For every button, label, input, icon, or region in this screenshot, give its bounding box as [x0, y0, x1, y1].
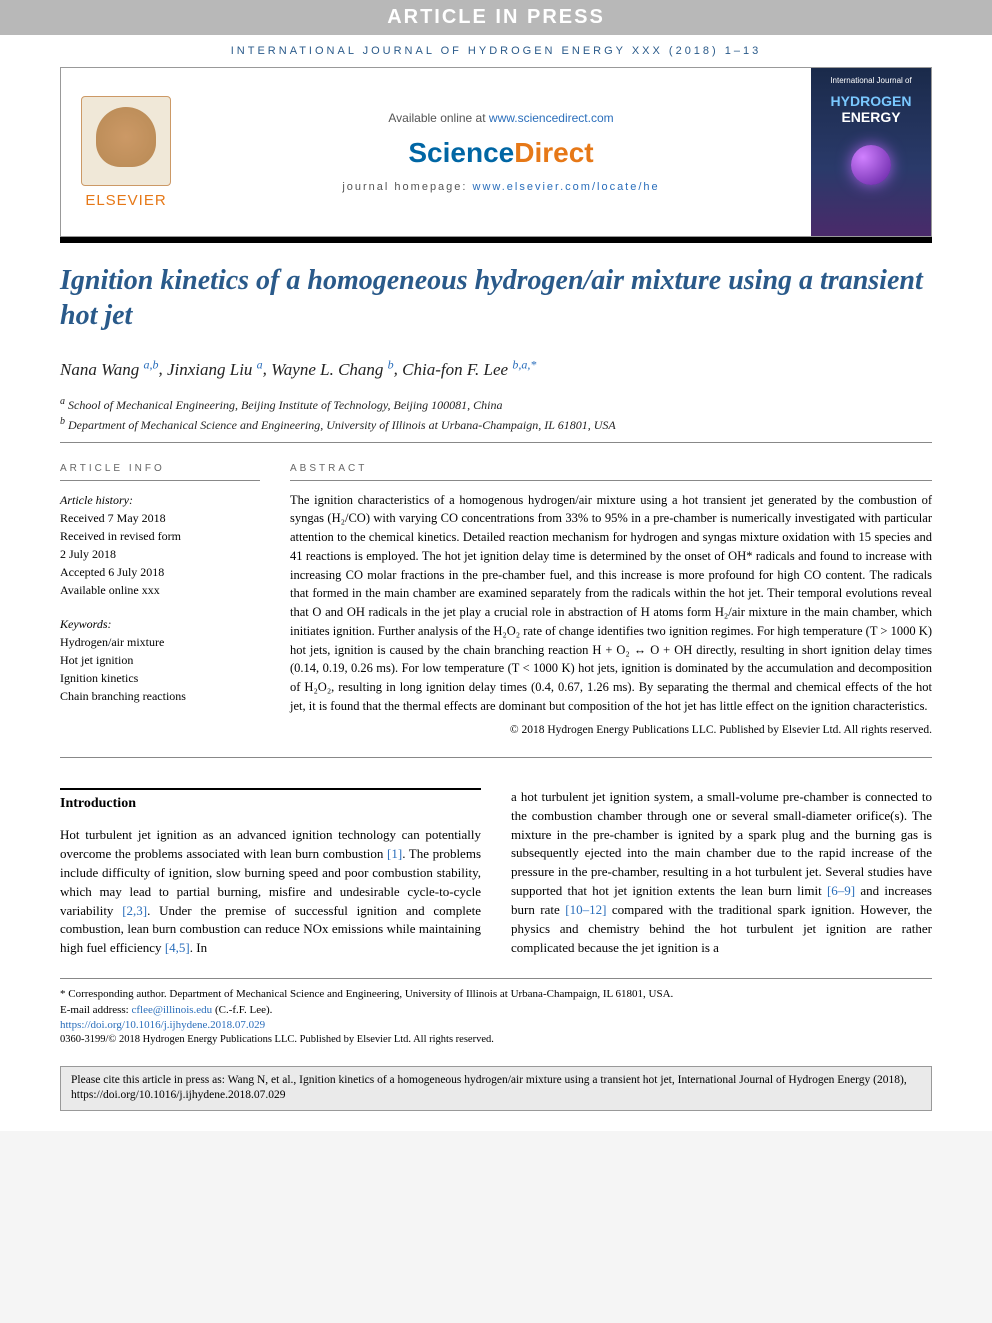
email-line: E-mail address: cflee@illinois.edu (C.-f… — [60, 1003, 932, 1018]
doi-link[interactable]: https://doi.org/10.1016/j.ijhydene.2018.… — [60, 1018, 932, 1033]
keywords-block: Keywords: Hydrogen/air mixture Hot jet i… — [60, 615, 260, 705]
article-info-header: ARTICLE INFO — [60, 461, 260, 481]
online-date: Available online xxx — [60, 581, 260, 599]
authors-line: Nana Wang a,b, Jinxiang Liu a, Wayne L. … — [60, 357, 932, 380]
author-aff: a — [257, 357, 263, 371]
affiliation-b: b Department of Mechanical Science and E… — [60, 414, 932, 434]
cover-top-title: International Journal of — [819, 76, 923, 85]
footer-note: * Corresponding author. Department of Me… — [60, 978, 932, 1056]
accepted-date: Accepted 6 July 2018 — [60, 563, 260, 581]
ref-link[interactable]: [4,5] — [165, 940, 190, 955]
author-aff: b,a,* — [512, 357, 536, 371]
intro-text-4: . In — [190, 940, 207, 955]
cover-orb-graphic — [851, 145, 891, 185]
article-in-press-banner: ARTICLE IN PRESS — [0, 0, 992, 35]
sciencedirect-link[interactable]: www.sciencedirect.com — [489, 111, 614, 125]
journal-center: Available online at www.sciencedirect.co… — [191, 68, 811, 236]
info-abstract-row: ARTICLE INFO Article history: Received 7… — [60, 461, 932, 739]
affiliation-a: a School of Mechanical Engineering, Beij… — [60, 394, 932, 414]
journal-header-box: ELSEVIER Available online at www.science… — [60, 67, 932, 237]
elsevier-text: ELSEVIER — [85, 192, 166, 209]
author-2: Jinxiang Liu a — [167, 360, 263, 379]
running-header: INTERNATIONAL JOURNAL OF HYDROGEN ENERGY… — [0, 35, 992, 67]
author-name: Wayne L. Chang — [271, 360, 383, 379]
cover-main-title: HYDROGEN ENERGY — [819, 93, 923, 125]
email-name: (C.-f.F. Lee). — [212, 1004, 272, 1016]
email-link[interactable]: cflee@illinois.edu — [131, 1004, 212, 1016]
author-4: Chia-fon F. Lee b,a,* — [402, 360, 536, 379]
received-date: Received 7 May 2018 — [60, 509, 260, 527]
affiliations: a School of Mechanical Engineering, Beij… — [60, 394, 932, 434]
article-title: Ignition kinetics of a homogeneous hydro… — [60, 263, 932, 333]
revised-line2: 2 July 2018 — [60, 545, 260, 563]
body-columns: Introduction Hot turbulent jet ignition … — [60, 788, 932, 958]
aff-sup: a — [60, 396, 65, 407]
cover-energy: ENERGY — [841, 109, 900, 125]
journal-homepage-link[interactable]: www.elsevier.com/locate/he — [473, 181, 660, 193]
abstract-block: ABSTRACT The ignition characteristics of… — [290, 461, 932, 739]
author-name: Jinxiang Liu — [167, 360, 252, 379]
elsevier-logo: ELSEVIER — [61, 68, 191, 236]
sciencedirect-logo: ScienceDirect — [408, 137, 593, 169]
author-3: Wayne L. Chang b — [271, 360, 394, 379]
ref-link[interactable]: [10–12] — [565, 902, 606, 917]
keyword: Ignition kinetics — [60, 669, 260, 687]
intro-para-2: a hot turbulent jet ignition system, a s… — [511, 788, 932, 958]
author-name: Chia-fon F. Lee — [402, 360, 508, 379]
column-left: Introduction Hot turbulent jet ignition … — [60, 788, 481, 958]
journal-cover: International Journal of HYDROGEN ENERGY — [811, 68, 931, 236]
aff-sup: b — [60, 416, 65, 427]
corresponding-author: * Corresponding author. Department of Me… — [60, 987, 932, 1002]
column-right: a hot turbulent jet ignition system, a s… — [511, 788, 932, 958]
intro-text-5: a hot turbulent jet ignition system, a s… — [511, 789, 932, 898]
author-aff: a,b — [143, 357, 158, 371]
cover-hydrogen: HYDROGEN — [831, 93, 912, 109]
homepage-label: journal homepage: — [342, 181, 472, 193]
issn-copyright: 0360-3199/© 2018 Hydrogen Energy Publica… — [60, 1033, 932, 1048]
history-label: Article history: — [60, 491, 260, 509]
homepage-line: journal homepage: www.elsevier.com/locat… — [342, 181, 659, 193]
available-online-line: Available online at www.sciencedirect.co… — [388, 111, 613, 125]
aff-text: Department of Mechanical Science and Eng… — [68, 418, 616, 432]
keyword: Hydrogen/air mixture — [60, 633, 260, 651]
author-name: Nana Wang — [60, 360, 139, 379]
sd-direct: Direct — [514, 137, 593, 168]
elsevier-tree-icon — [81, 96, 171, 186]
intro-header: Introduction — [60, 788, 481, 814]
article-info-block: ARTICLE INFO Article history: Received 7… — [60, 461, 260, 739]
intro-para-1: Hot turbulent jet ignition as an advance… — [60, 826, 481, 958]
ref-link[interactable]: [6–9] — [827, 883, 855, 898]
keywords-label: Keywords: — [60, 615, 260, 633]
available-text: Available online at — [388, 111, 489, 125]
author-1: Nana Wang a,b — [60, 360, 158, 379]
ref-link[interactable]: [2,3] — [122, 903, 147, 918]
revised-line1: Received in revised form — [60, 527, 260, 545]
keyword: Chain branching reactions — [60, 687, 260, 705]
keyword: Hot jet ignition — [60, 651, 260, 669]
ref-link[interactable]: [1] — [387, 846, 402, 861]
abstract-header: ABSTRACT — [290, 461, 932, 481]
aff-text: School of Mechanical Engineering, Beijin… — [68, 398, 503, 412]
abstract-text: The ignition characteristics of a homoge… — [290, 491, 932, 716]
sd-science: Science — [408, 137, 514, 168]
divider — [60, 442, 932, 443]
citation-box: Please cite this article in press as: Wa… — [60, 1066, 932, 1111]
email-label: E-mail address: — [60, 1004, 131, 1016]
author-aff: b — [388, 357, 394, 371]
abstract-copyright: © 2018 Hydrogen Energy Publications LLC.… — [290, 722, 932, 739]
divider — [60, 757, 932, 758]
